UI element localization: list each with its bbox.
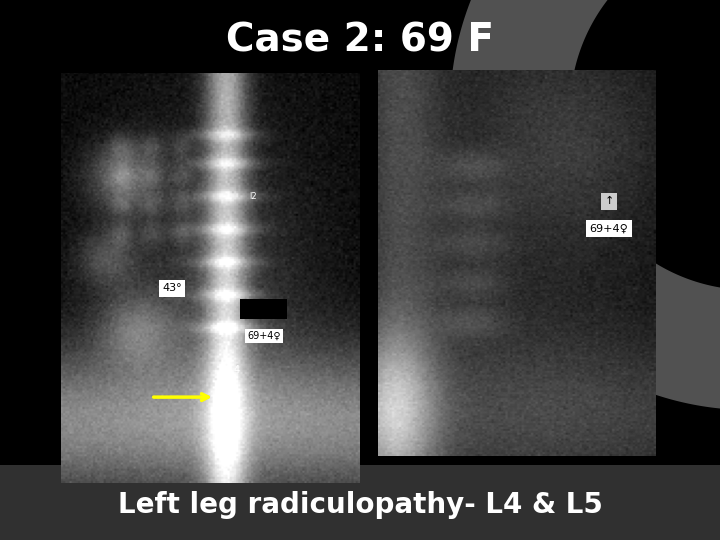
FancyBboxPatch shape: [240, 299, 287, 319]
Text: 69+4♀: 69+4♀: [247, 330, 281, 341]
Text: l2: l2: [249, 192, 256, 200]
Text: 4: 4: [233, 366, 239, 375]
Text: 43°: 43°: [163, 284, 182, 293]
Text: Case 2: 69 F: Case 2: 69 F: [226, 21, 494, 59]
FancyBboxPatch shape: [0, 465, 720, 540]
Text: ↑: ↑: [604, 197, 613, 206]
Text: ↑: ↑: [260, 308, 268, 318]
Polygon shape: [450, 0, 720, 409]
Text: Left leg radiculopathy- L4 & L5: Left leg radiculopathy- L4 & L5: [117, 491, 603, 519]
Text: 69+4♀: 69+4♀: [590, 224, 629, 233]
